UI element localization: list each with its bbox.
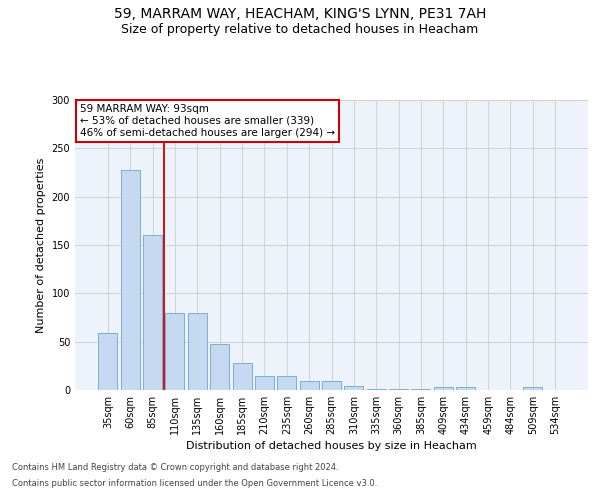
Bar [255, 376, 274, 390]
Text: 59 MARRAM WAY: 93sqm
← 53% of detached houses are smaller (339)
46% of semi-deta: 59 MARRAM WAY: 93sqm ← 53% of detached h… [80, 104, 335, 138]
Bar [434, 387, 453, 390]
Bar [299, 382, 319, 390]
Text: 59, MARRAM WAY, HEACHAM, KING'S LYNN, PE31 7AH: 59, MARRAM WAY, HEACHAM, KING'S LYNN, PE… [114, 8, 486, 22]
Bar [456, 387, 475, 390]
Bar [367, 389, 386, 390]
Bar [121, 170, 140, 390]
Bar [523, 387, 542, 390]
Text: Size of property relative to detached houses in Heacham: Size of property relative to detached ho… [121, 22, 479, 36]
Bar [233, 363, 251, 390]
Bar [389, 389, 408, 390]
Bar [143, 236, 162, 390]
Bar [210, 344, 229, 390]
X-axis label: Distribution of detached houses by size in Heacham: Distribution of detached houses by size … [186, 441, 477, 451]
Bar [166, 312, 184, 390]
Y-axis label: Number of detached properties: Number of detached properties [36, 158, 46, 332]
Bar [188, 312, 207, 390]
Bar [98, 333, 118, 390]
Bar [412, 389, 430, 390]
Bar [344, 386, 364, 390]
Bar [277, 376, 296, 390]
Text: Contains HM Land Registry data © Crown copyright and database right 2024.: Contains HM Land Registry data © Crown c… [12, 464, 338, 472]
Bar [322, 382, 341, 390]
Text: Contains public sector information licensed under the Open Government Licence v3: Contains public sector information licen… [12, 478, 377, 488]
